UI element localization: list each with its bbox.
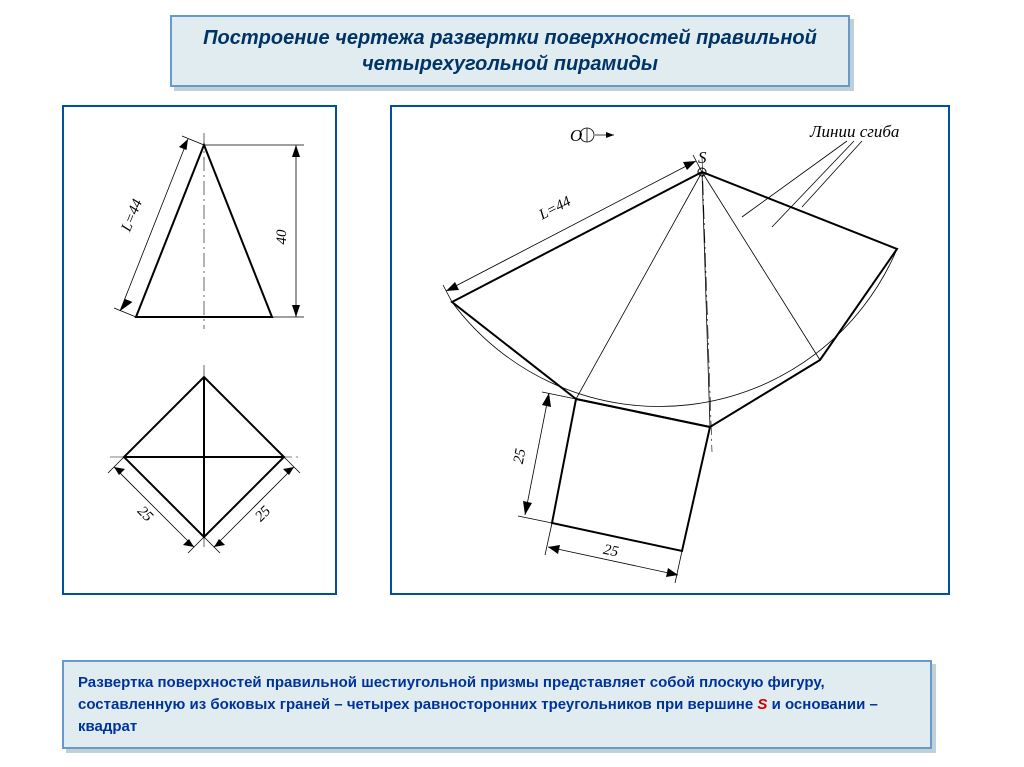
dim-25-v: 25 xyxy=(511,392,576,523)
dim-edge-L: L=44 xyxy=(118,197,146,235)
net-svg: O S Линии сгиба xyxy=(392,107,952,597)
dim-L44: L=44 xyxy=(443,155,702,302)
description-box: Развертка поверхностей правильной шестиу… xyxy=(62,660,932,749)
dim-height: 40 xyxy=(274,229,290,245)
construction-arc xyxy=(452,249,897,407)
svg-text:L=44: L=44 xyxy=(536,193,574,223)
net-base-square xyxy=(552,399,710,551)
dim-25-b: 25 xyxy=(252,503,274,525)
dim-25-h: 25 xyxy=(545,523,682,583)
svg-text:25: 25 xyxy=(602,542,620,561)
net-development-panel: O S Линии сгиба xyxy=(390,105,950,595)
compass-label: O xyxy=(570,126,582,145)
compass-marker: O xyxy=(570,126,614,145)
fold-lines-leader: Линии сгиба xyxy=(742,122,899,227)
svg-text:25: 25 xyxy=(511,447,530,465)
desc-part1: Развертка поверхностей правильной шестиу… xyxy=(78,674,825,713)
fold-lines-label: Линии сгиба xyxy=(809,122,899,141)
net-outline xyxy=(452,172,897,427)
dim-25-a: 25 xyxy=(134,503,156,525)
plan-view: 25 25 xyxy=(108,365,300,553)
orthographic-svg: 40 L=44 25 xyxy=(64,107,339,597)
page-title: Построение чертежа развертки поверхносте… xyxy=(170,15,850,87)
front-elevation: 40 L=44 xyxy=(114,133,304,329)
orthographic-views-panel: 40 L=44 25 xyxy=(62,105,337,595)
desc-S: S xyxy=(757,696,767,713)
